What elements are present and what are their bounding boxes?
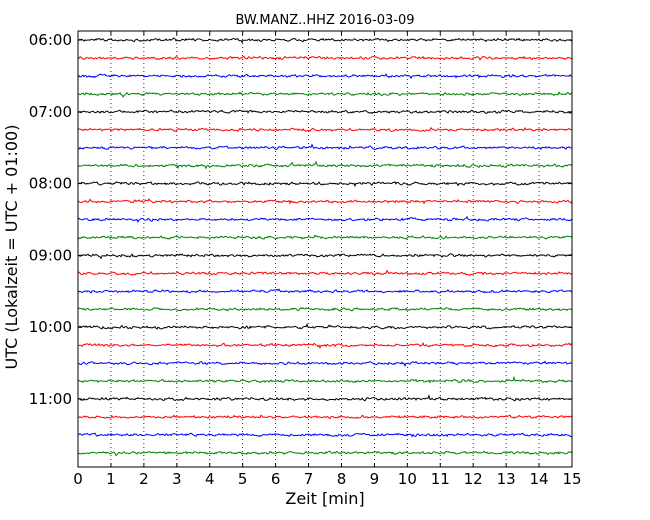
trace-0645: [77, 90, 573, 98]
x-tick-labels: 0 1 2 3 4 5 6 7 8 9 10 11 12 13 14 15: [73, 470, 581, 488]
trace-0945: [77, 307, 573, 312]
trace-1045: [77, 375, 573, 384]
y-tick-label: 08:00: [29, 175, 72, 193]
trace-0600: [77, 37, 573, 44]
trace-0745: [77, 160, 573, 170]
x-tick-label: 11: [431, 470, 450, 488]
plot-frame: [77, 30, 573, 468]
trace-0900: [77, 253, 573, 260]
y-axis-label: UTC (Lokalzeit = UTC + 01:00): [2, 125, 21, 370]
x-tick-label: 0: [73, 470, 83, 488]
y-tick-labels: 06:00 07:00 08:00 09:00 10:00 11:00: [29, 31, 72, 408]
x-tick-label: 3: [172, 470, 182, 488]
trace-0715: [77, 126, 573, 133]
x-tick-label: 14: [530, 470, 549, 488]
trace-0915: [77, 269, 573, 276]
x-axis-label: Zeit [min]: [285, 489, 364, 508]
trace-1115: [77, 414, 573, 420]
y-tick-label: 11:00: [29, 390, 72, 408]
x-tick-label: 15: [562, 470, 581, 488]
trace-0700: [77, 109, 573, 115]
trace-0930: [77, 288, 573, 294]
trace-0830: [77, 215, 573, 223]
grid-lines: [110, 31, 540, 467]
trace-1130: [77, 432, 573, 438]
trace-0630: [77, 73, 573, 80]
trace-0845: [77, 234, 573, 240]
y-tick-label: 07:00: [29, 103, 72, 121]
x-tick-label: 9: [370, 470, 380, 488]
trace-0730: [77, 143, 573, 151]
y-tick-label: 10:00: [29, 318, 72, 336]
x-tick-label: 4: [205, 470, 215, 488]
x-tick-label: 7: [304, 470, 314, 488]
traces: [77, 37, 573, 457]
trace-1000: [77, 323, 573, 330]
trace-1145: [77, 450, 573, 457]
trace-1100: [77, 394, 573, 402]
y-tick-label: 06:00: [29, 31, 72, 49]
chart-title: BW.MANZ..HHZ 2016-03-09: [235, 13, 414, 28]
x-tick-label: 12: [464, 470, 483, 488]
x-tick-label: 2: [139, 470, 149, 488]
x-tick-label: 10: [398, 470, 417, 488]
x-tick-label: 1: [106, 470, 116, 488]
x-tick-label: 8: [337, 470, 347, 488]
x-tick-label: 5: [238, 470, 248, 488]
x-tick-label: 6: [271, 470, 281, 488]
ticks: [77, 31, 573, 467]
trace-0800: [77, 181, 573, 188]
y-tick-label: 09:00: [29, 246, 72, 264]
trace-0615: [77, 55, 573, 61]
trace-0815: [77, 198, 573, 205]
trace-1030: [77, 360, 573, 368]
trace-1015: [77, 341, 573, 350]
x-tick-label: 13: [497, 470, 516, 488]
